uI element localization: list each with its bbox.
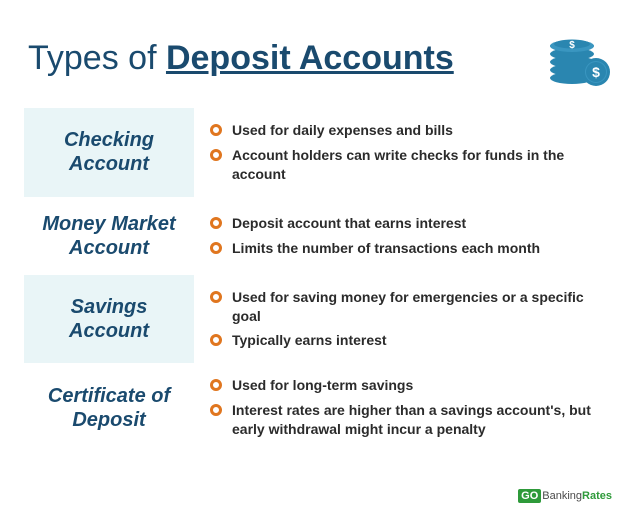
bullet-item: Used for daily expenses and bills: [210, 121, 608, 140]
bullet-text: Used for long-term savings: [232, 376, 413, 395]
header: Types of Deposit Accounts $ $: [24, 28, 616, 88]
bullet-text: Interest rates are higher than a savings…: [232, 401, 608, 439]
bullet-icon: [210, 379, 222, 391]
brand-logo: GOBankingRates: [518, 490, 612, 502]
account-type-list: Checking Account Used for daily expenses…: [24, 108, 616, 452]
row-content-money-market: Deposit account that earns interest Limi…: [194, 197, 616, 275]
bullet-icon: [210, 124, 222, 136]
row-checking: Checking Account Used for daily expenses…: [24, 108, 616, 197]
row-content-savings: Used for saving money for emergencies or…: [194, 275, 616, 364]
bullet-text: Deposit account that earns interest: [232, 214, 466, 233]
bullet-item: Account holders can write checks for fun…: [210, 146, 608, 184]
bullet-item: Limits the number of transactions each m…: [210, 239, 608, 258]
row-savings: Savings Account Used for saving money fo…: [24, 275, 616, 364]
title-prefix: Types of: [28, 39, 166, 77]
bullet-item: Deposit account that earns interest: [210, 214, 608, 233]
coin-stack-icon: $ $: [542, 28, 612, 88]
footer: GOBankingRates: [24, 490, 616, 502]
row-label-savings: Savings Account: [24, 275, 194, 364]
brand-rates: Rates: [582, 490, 612, 502]
bullet-item: Typically earns interest: [210, 331, 608, 350]
bullet-item: Used for long-term savings: [210, 376, 608, 395]
bullet-item: Interest rates are higher than a savings…: [210, 401, 608, 439]
bullet-icon: [210, 291, 222, 303]
row-certificate: Certificate of Deposit Used for long-ter…: [24, 363, 616, 452]
bullet-text: Used for saving money for emergencies or…: [232, 288, 608, 326]
title-underlined: Deposit Accounts: [166, 39, 454, 77]
bullet-text: Limits the number of transactions each m…: [232, 239, 540, 258]
bullet-icon: [210, 334, 222, 346]
svg-text:$: $: [592, 64, 600, 80]
brand-banking: Banking: [542, 490, 582, 502]
row-content-certificate: Used for long-term savings Interest rate…: [194, 363, 616, 452]
svg-text:$: $: [569, 40, 575, 51]
page-title: Types of Deposit Accounts: [28, 39, 454, 78]
bullet-icon: [210, 149, 222, 161]
bullet-item: Used for saving money for emergencies or…: [210, 288, 608, 326]
row-label-checking: Checking Account: [24, 108, 194, 197]
bullet-text: Used for daily expenses and bills: [232, 121, 453, 140]
bullet-text: Account holders can write checks for fun…: [232, 146, 608, 184]
bullet-icon: [210, 404, 222, 416]
bullet-icon: [210, 242, 222, 254]
row-label-money-market: Money Market Account: [24, 197, 194, 275]
infographic-container: Types of Deposit Accounts $ $: [0, 0, 640, 514]
row-money-market: Money Market Account Deposit account tha…: [24, 197, 616, 275]
brand-go: GO: [518, 489, 541, 503]
bullet-text: Typically earns interest: [232, 331, 387, 350]
row-label-certificate: Certificate of Deposit: [24, 363, 194, 452]
row-content-checking: Used for daily expenses and bills Accoun…: [194, 108, 616, 197]
bullet-icon: [210, 217, 222, 229]
